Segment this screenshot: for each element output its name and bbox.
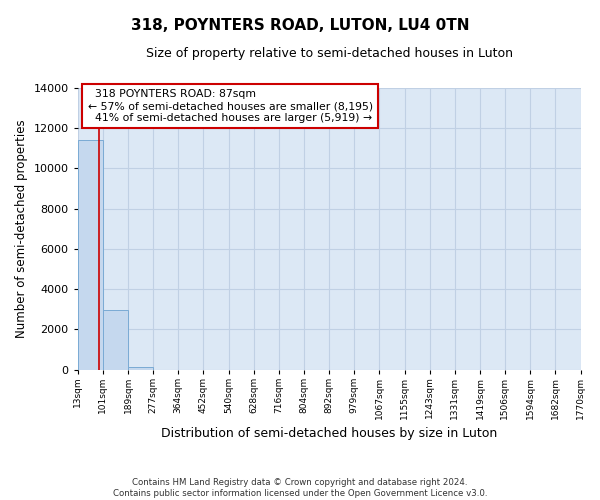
Bar: [128, 366, 153, 370]
Text: 318 POYNTERS ROAD: 87sqm
← 57% of semi-detached houses are smaller (8,195)
  41%: 318 POYNTERS ROAD: 87sqm ← 57% of semi-d…: [88, 90, 373, 122]
Text: 318, POYNTERS ROAD, LUTON, LU4 0TN: 318, POYNTERS ROAD, LUTON, LU4 0TN: [131, 18, 469, 32]
Bar: [103, 310, 128, 370]
Bar: [78, 140, 103, 370]
Title: Size of property relative to semi-detached houses in Luton: Size of property relative to semi-detach…: [146, 48, 512, 60]
Text: Contains HM Land Registry data © Crown copyright and database right 2024.
Contai: Contains HM Land Registry data © Crown c…: [113, 478, 487, 498]
X-axis label: Distribution of semi-detached houses by size in Luton: Distribution of semi-detached houses by …: [161, 427, 497, 440]
Y-axis label: Number of semi-detached properties: Number of semi-detached properties: [15, 120, 28, 338]
